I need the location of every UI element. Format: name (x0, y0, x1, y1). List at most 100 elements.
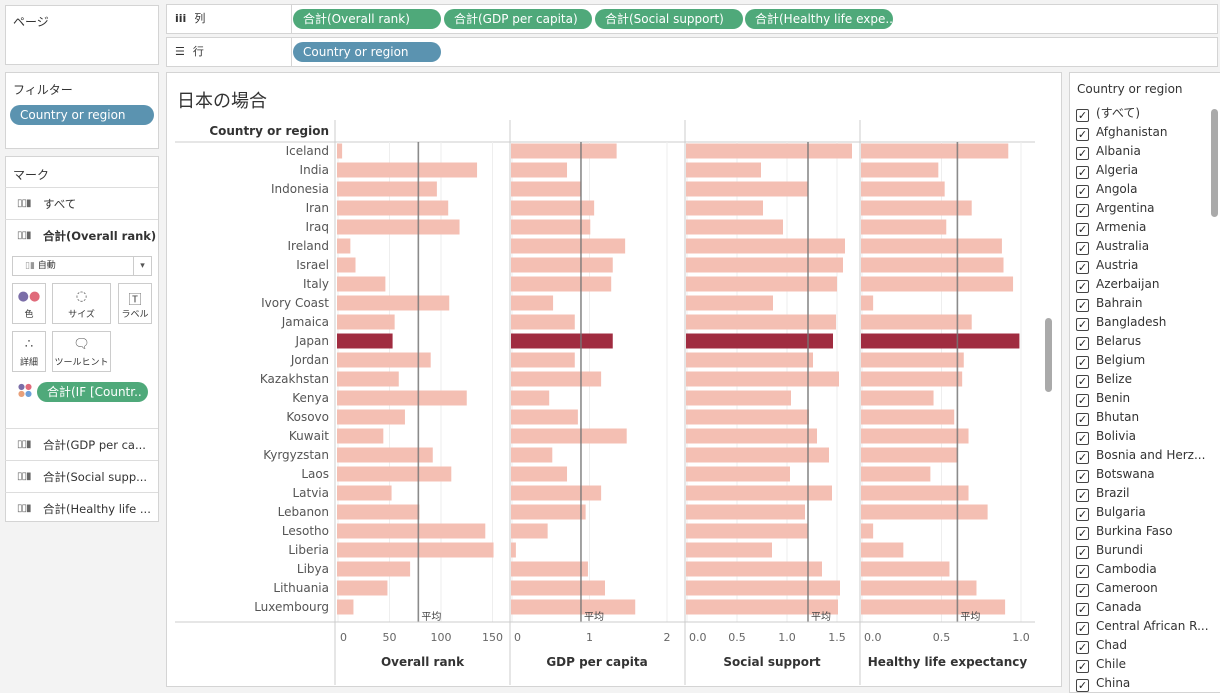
filter-item[interactable]: ✓ Albania (1076, 142, 1141, 161)
checkbox-checked-icon[interactable]: ✓ (1076, 242, 1089, 255)
filter-item[interactable]: ✓ Burkina Faso (1076, 522, 1173, 541)
checkbox-checked-icon[interactable]: ✓ (1076, 527, 1089, 540)
checkbox-checked-icon[interactable]: ✓ (1076, 584, 1089, 597)
filter-item-label: Belarus (1096, 334, 1142, 348)
column-pill-social[interactable]: 合計(Social support) (595, 9, 743, 29)
column-pill-health[interactable]: 合計(Healthy life expe.. (745, 9, 893, 29)
detail-button[interactable]: ∴ 詳細 (12, 331, 46, 372)
chart-scrollbar-thumb[interactable] (1045, 318, 1052, 392)
filter-item[interactable]: ✓ Algeria (1076, 161, 1138, 180)
row-pill-country[interactable]: Country or region (293, 42, 441, 62)
checkbox-checked-icon[interactable]: ✓ (1076, 622, 1089, 635)
checkbox-checked-icon[interactable]: ✓ (1076, 375, 1089, 388)
columns-shelf[interactable]: iii 列 合計(Overall rank) 合計(GDP per capita)… (166, 4, 1218, 34)
filter-scrollbar-thumb[interactable] (1211, 109, 1218, 217)
filter-item[interactable]: ✓ Brazil (1076, 484, 1130, 503)
checkbox-checked-icon[interactable]: ✓ (1076, 451, 1089, 464)
filter-item[interactable]: ✓ Belgium (1076, 351, 1145, 370)
filter-item[interactable]: ✓ Australia (1076, 237, 1149, 256)
axis-tick-label: 1.0 (1012, 631, 1030, 644)
bar-iran (861, 200, 972, 216)
bar-kenya (686, 390, 791, 406)
filter-item[interactable]: ✓ Burundi (1076, 541, 1143, 560)
checkbox-checked-icon[interactable]: ✓ (1076, 660, 1089, 673)
filter-item[interactable]: ✓ Bahrain (1076, 294, 1142, 313)
filter-item[interactable]: ✓ Canada (1076, 598, 1142, 617)
average-label: 平均 (421, 611, 441, 623)
filter-item[interactable]: ✓ Bhutan (1076, 408, 1139, 427)
filter-item[interactable]: ✓ Armenia (1076, 218, 1146, 237)
axis-tick-label: 150 (482, 631, 503, 644)
checkbox-checked-icon[interactable]: ✓ (1076, 109, 1089, 122)
filter-item[interactable]: ✓ Benin (1076, 389, 1130, 408)
checkbox-checked-icon[interactable]: ✓ (1076, 147, 1089, 160)
filter-item[interactable]: ✓ (すべて) (1076, 104, 1140, 123)
filter-item-label: Central African R... (1096, 619, 1209, 633)
filter-item[interactable]: ✓ Cameroon (1076, 579, 1158, 598)
filter-item[interactable]: ✓ Chile (1076, 655, 1126, 674)
checkbox-checked-icon[interactable]: ✓ (1076, 603, 1089, 616)
filter-item[interactable]: ✓ Belize (1076, 370, 1132, 389)
bar-lithuania (686, 580, 840, 596)
checkbox-checked-icon[interactable]: ✓ (1076, 204, 1089, 217)
checkbox-checked-icon[interactable]: ✓ (1076, 337, 1089, 350)
checkbox-checked-icon[interactable]: ✓ (1076, 470, 1089, 483)
label-button[interactable]: 🅃 ラベル (118, 283, 152, 324)
checkbox-checked-icon[interactable]: ✓ (1076, 565, 1089, 578)
filter-item[interactable]: ✓ Afghanistan (1076, 123, 1167, 142)
filter-item[interactable]: ✓ Bangladesh (1076, 313, 1166, 332)
filter-item[interactable]: ✓ Argentina (1076, 199, 1155, 218)
checkbox-checked-icon[interactable]: ✓ (1076, 413, 1089, 426)
checkbox-checked-icon[interactable]: ✓ (1076, 546, 1089, 559)
checkbox-checked-icon[interactable]: ✓ (1076, 128, 1089, 141)
filter-item[interactable]: ✓ China (1076, 674, 1130, 693)
filter-item-label: Brazil (1096, 486, 1130, 500)
mark-type-dropdown[interactable]: ▯▮ 自動 ▾ (12, 256, 152, 276)
marks-all[interactable]: ▯▯▮ すべて (5, 187, 158, 219)
checkbox-checked-icon[interactable]: ✓ (1076, 641, 1089, 654)
marks-gdp[interactable]: ▯▯▮ 合計(GDP per ca... (5, 428, 158, 460)
rows-shelf[interactable]: ☰ 行 Country or region (166, 37, 1218, 67)
filter-item[interactable]: ✓ Cambodia (1076, 560, 1157, 579)
bar-luxembourg (511, 599, 636, 615)
filter-item-label: Cameroon (1096, 581, 1158, 595)
filters-title: フィルター (13, 83, 73, 97)
color-button[interactable]: ●● 色 (12, 283, 46, 324)
bar-lesotho (511, 523, 548, 539)
filter-pill-country[interactable]: Country or region (10, 105, 154, 125)
tooltip-button[interactable]: 🗨 ツールヒント (52, 331, 111, 372)
checkbox-checked-icon[interactable]: ✓ (1076, 356, 1089, 369)
marks-health[interactable]: ▯▯▮ 合計(Healthy life ... (5, 492, 158, 524)
size-button[interactable]: ◌ サイズ (52, 283, 111, 324)
column-pill-gdp[interactable]: 合計(GDP per capita) (444, 9, 592, 29)
filter-item[interactable]: ✓ Austria (1076, 256, 1138, 275)
filter-item[interactable]: ✓ Botswana (1076, 465, 1155, 484)
bar-jamaica (337, 314, 395, 330)
filter-item[interactable]: ✓ Bosnia and Herz... (1076, 446, 1205, 465)
checkbox-checked-icon[interactable]: ✓ (1076, 508, 1089, 521)
filter-item[interactable]: ✓ Central African R... (1076, 617, 1209, 636)
checkbox-checked-icon[interactable]: ✓ (1076, 185, 1089, 198)
checkbox-checked-icon[interactable]: ✓ (1076, 261, 1089, 274)
filter-item[interactable]: ✓ Azerbaijan (1076, 275, 1159, 294)
color-field-pill[interactable]: 合計(IF [Countr.. (37, 382, 148, 402)
checkbox-checked-icon[interactable]: ✓ (1076, 394, 1089, 407)
filter-item[interactable]: ✓ Bolivia (1076, 427, 1136, 446)
checkbox-checked-icon[interactable]: ✓ (1076, 318, 1089, 331)
checkbox-checked-icon[interactable]: ✓ (1076, 166, 1089, 179)
bar-laos (686, 466, 790, 482)
filter-item[interactable]: ✓ Chad (1076, 636, 1127, 655)
filter-item[interactable]: ✓ Belarus (1076, 332, 1141, 351)
checkbox-checked-icon[interactable]: ✓ (1076, 299, 1089, 312)
checkbox-checked-icon[interactable]: ✓ (1076, 489, 1089, 502)
column-pill-overall-rank[interactable]: 合計(Overall rank) (293, 9, 441, 29)
marks-social[interactable]: ▯▯▮ 合計(Social supp... (5, 460, 158, 492)
checkbox-checked-icon[interactable]: ✓ (1076, 223, 1089, 236)
checkbox-checked-icon[interactable]: ✓ (1076, 280, 1089, 293)
checkbox-checked-icon[interactable]: ✓ (1076, 432, 1089, 445)
filter-item[interactable]: ✓ Bulgaria (1076, 503, 1146, 522)
filter-item[interactable]: ✓ Angola (1076, 180, 1137, 199)
marks-overall-rank[interactable]: ▯▯▮ 合計(Overall rank) (5, 219, 158, 251)
checkbox-checked-icon[interactable]: ✓ (1076, 679, 1089, 692)
bar-japan (337, 333, 393, 349)
